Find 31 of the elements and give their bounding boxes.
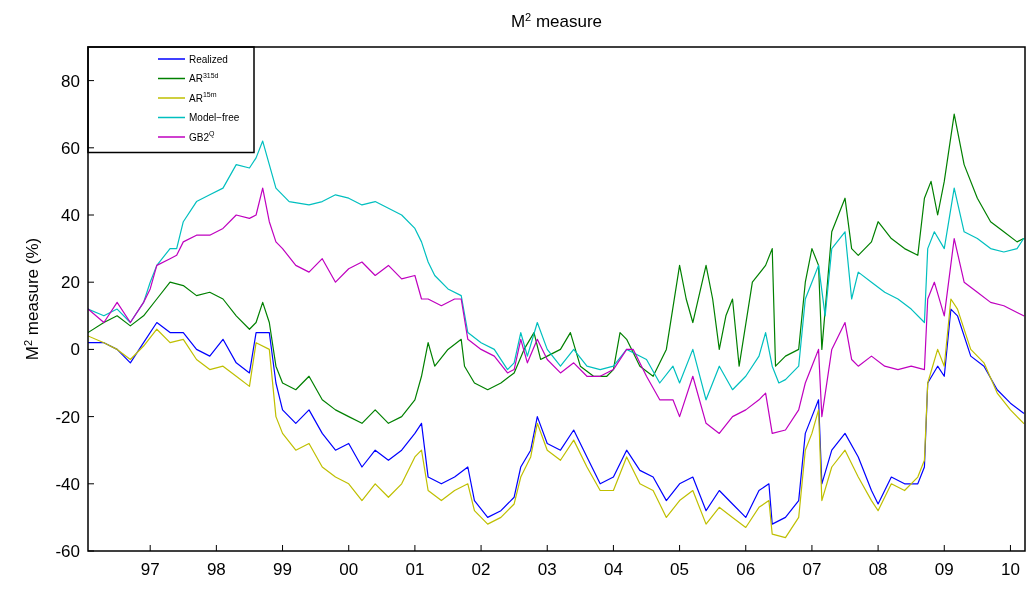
x-tick-label: 97 — [140, 560, 160, 579]
x-tick-label: 04 — [603, 560, 623, 579]
x-tick-label: 99 — [273, 560, 293, 579]
x-tick-label: 08 — [868, 560, 888, 579]
y-tick-label: -60 — [55, 542, 80, 561]
x-tick-label: 00 — [339, 560, 359, 579]
legend-label: GB2$^{Q}$ — [189, 130, 216, 143]
chart-title: M$^{2}$ measure — [510, 11, 603, 31]
y-tick-label: 0 — [70, 340, 80, 360]
legend-label: AR$^{315d}$ — [189, 71, 219, 84]
x-tick-label: 03 — [537, 560, 557, 579]
x-tick-label: 10 — [1000, 560, 1020, 579]
x-tick-label: 06 — [736, 560, 756, 579]
y-tick-label: 40 — [61, 206, 80, 225]
line-series — [88, 187, 1025, 434]
legend-label: Model−free — [189, 112, 240, 123]
legend-label: Realized — [189, 53, 228, 65]
line-series — [88, 140, 1025, 401]
legend-label: AR$^{15m}$ — [189, 91, 217, 104]
x-tick-label: 98 — [206, 560, 226, 579]
x-tick-label: 01 — [405, 560, 425, 579]
y-tick-label: 60 — [61, 138, 80, 158]
line-series — [88, 113, 1025, 424]
y-tick-label: 20 — [61, 273, 80, 293]
x-tick-label: 07 — [802, 560, 822, 579]
y-tick-label: 80 — [61, 71, 80, 91]
y-tick-label: -20 — [55, 407, 80, 427]
x-tick-label: 05 — [670, 560, 690, 579]
x-tick-label: 02 — [471, 560, 491, 579]
y-tick-label: -40 — [55, 474, 80, 494]
x-tick-label: 09 — [934, 560, 954, 579]
